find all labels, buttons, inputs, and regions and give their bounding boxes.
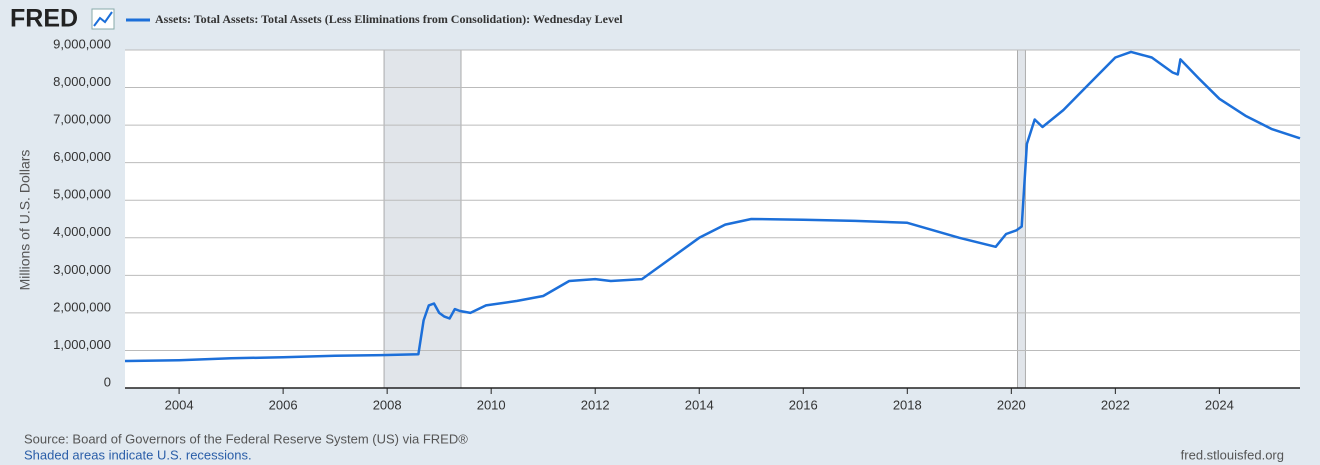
x-tick-label: 2014 — [685, 397, 714, 412]
x-tick-label: 2006 — [269, 397, 298, 412]
site-url: fred.stlouisfed.org — [1181, 447, 1284, 462]
y-tick-label: 3,000,000 — [53, 262, 111, 277]
source-note: Source: Board of Governors of the Federa… — [24, 431, 468, 446]
x-tick-label: 2008 — [373, 397, 402, 412]
plot-area — [125, 50, 1300, 388]
x-tick-label: 2022 — [1101, 397, 1130, 412]
x-tick-label: 2020 — [997, 397, 1026, 412]
y-tick-label: 8,000,000 — [53, 74, 111, 89]
y-tick-label: 2,000,000 — [53, 299, 111, 314]
data-line — [124, 50, 1301, 363]
x-tick-label: 2024 — [1205, 397, 1234, 412]
y-tick-label: 6,000,000 — [53, 149, 111, 164]
y-tick-label: 5,000,000 — [53, 187, 111, 202]
brand-logo: FRED — [10, 5, 78, 33]
x-tick-label: 2010 — [477, 397, 506, 412]
recession-band — [383, 49, 462, 389]
y-tick-label: 4,000,000 — [53, 224, 111, 239]
y-tick-label: 7,000,000 — [53, 112, 111, 127]
logo-icon — [91, 8, 115, 30]
y-tick-label: 0 — [104, 374, 111, 389]
x-tick-label: 2016 — [789, 397, 818, 412]
x-tick-label: 2018 — [893, 397, 922, 412]
x-tick-label: 2012 — [581, 397, 610, 412]
y-axis-title: Millions of U.S. Dollars — [17, 150, 33, 291]
y-tick-label: 9,000,000 — [53, 36, 111, 51]
y-tick-label: 1,000,000 — [53, 337, 111, 352]
legend-label: Assets: Total Assets: Total Assets (Less… — [155, 12, 623, 26]
x-tick-label: 2004 — [165, 397, 194, 412]
recession-note: Shaded areas indicate U.S. recessions. — [24, 447, 252, 462]
